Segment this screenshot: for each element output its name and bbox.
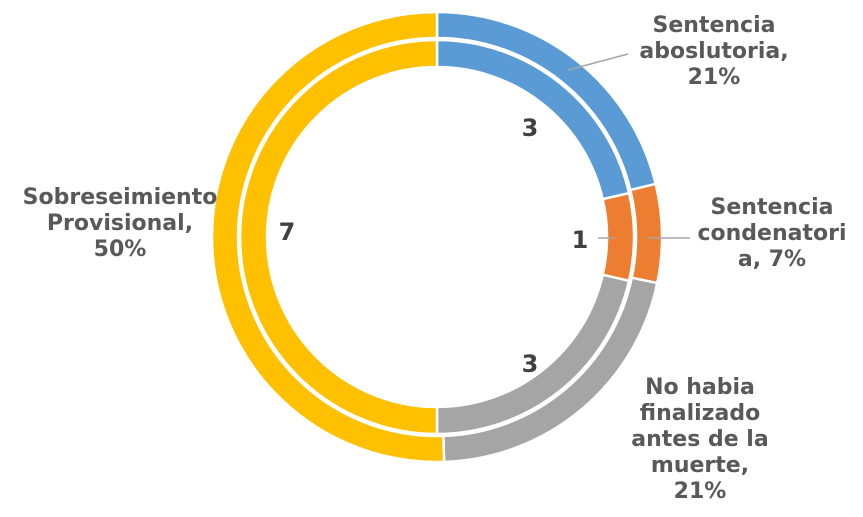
inner-ring [238,38,636,436]
outer-data-label-3: No habia finalizado antes de la muerte, 21% [631,375,768,504]
data-labels: 3 1 3 7 Sentencia aboslutoria, 21% Sentencia con… [23,13,847,504]
inner-slice-4 [238,38,439,436]
inner-data-label-2: 1 [572,226,589,254]
inner-data-label-4: 7 [279,218,296,246]
leader-lines [567,53,690,239]
inner-slice-2 [601,191,636,283]
outer-data-label-1: Sentencia aboslutoria, 21% [639,13,788,90]
outer-slice-4 [210,10,446,464]
inner-data-label-1: 3 [522,114,539,142]
outer-data-label-4: Sobreseimiento Provisional, 50% [23,185,218,262]
inner-data-label-3: 3 [522,350,539,378]
outer-leader-line-1 [567,53,629,71]
outer-ring [210,10,664,464]
outer-data-label-2: Sentencia condenatori a, 7% [697,195,846,272]
